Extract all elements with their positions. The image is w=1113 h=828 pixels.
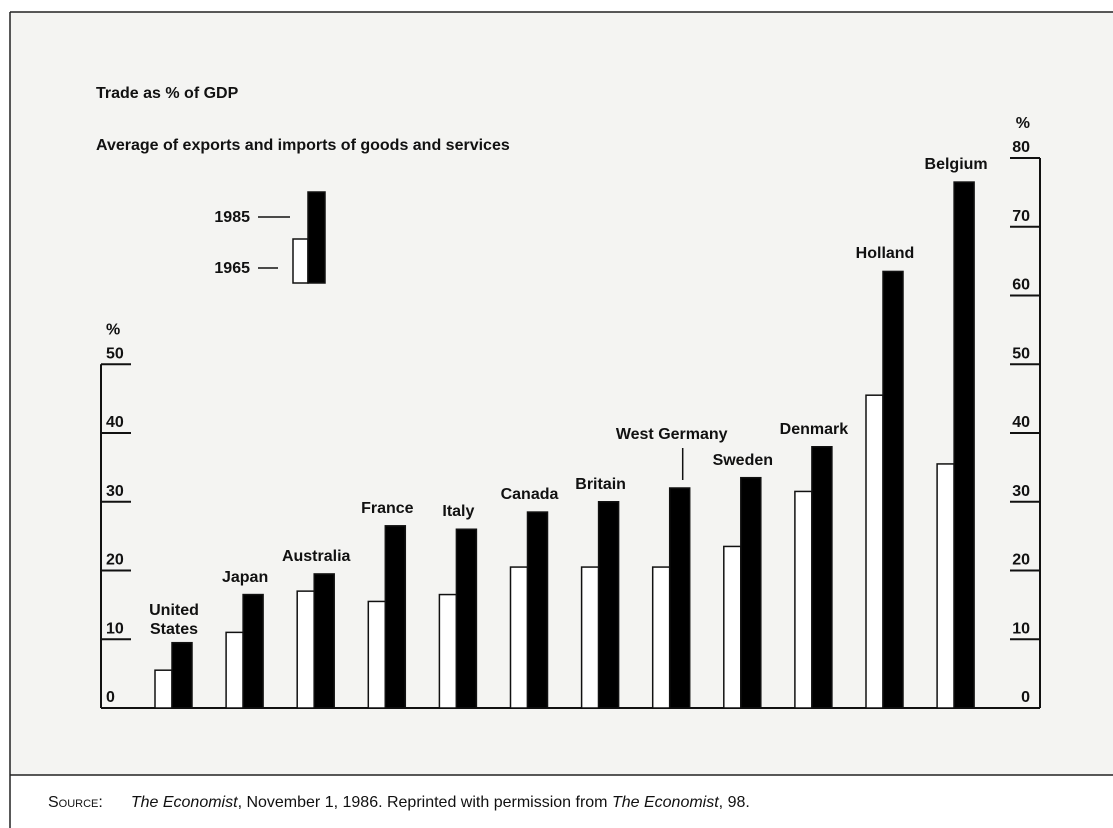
chart-subtitle: Average of exports and imports of goods …: [96, 137, 510, 154]
category-label: Canada: [500, 486, 559, 504]
bar: [668, 487, 691, 709]
category-label: Belgium: [924, 156, 988, 174]
y2-tick-label: 40: [1012, 414, 1030, 431]
legend-label: 1965: [214, 260, 250, 277]
bar: [651, 566, 671, 709]
y2-tick-label: 0: [1021, 689, 1030, 706]
category-label: Japan: [221, 568, 269, 586]
source-text: The Economist: [130, 794, 238, 811]
source-text: , 98.: [718, 794, 750, 811]
y-tick-label: 50: [106, 345, 124, 362]
y2-axis-label: %: [1016, 115, 1030, 132]
bar: [740, 476, 762, 709]
category-label: Denmark: [779, 420, 849, 438]
y-tick-label: 10: [106, 620, 124, 637]
source-text: The Economist: [611, 794, 719, 811]
y2-tick-label: 60: [1012, 277, 1030, 294]
source: Source: The Economist, November 1, 1986. …: [48, 794, 750, 812]
chart-background: [10, 12, 1113, 775]
y2-tick-label: 30: [1012, 483, 1030, 500]
bar: [242, 593, 264, 709]
bar: [794, 490, 813, 709]
y2-tick-label: 50: [1012, 345, 1030, 362]
bar: [225, 631, 244, 709]
source-text: , November 1, 1986. Reprinted with permi…: [237, 794, 612, 811]
y2-tick-label: 10: [1012, 620, 1030, 637]
bar: [580, 566, 600, 709]
source-label: Source:: [48, 794, 103, 811]
bar: [438, 593, 458, 709]
bar: [953, 181, 975, 709]
legend-swatch: [307, 191, 326, 284]
y2-tick-label: 20: [1012, 552, 1030, 569]
bar: [171, 641, 193, 709]
bar: [367, 600, 387, 709]
y2-tick-label: 70: [1012, 208, 1030, 225]
bar: [526, 511, 549, 709]
bar: [296, 590, 315, 709]
category-label: Italy: [442, 503, 475, 521]
legend-label: 1985: [214, 209, 250, 226]
bar: [865, 394, 884, 709]
chart-title: Trade as % of GDP: [96, 85, 239, 102]
y-axis-label: %: [106, 321, 120, 338]
category-label: West Germany: [615, 426, 728, 443]
bar: [597, 501, 620, 709]
category-label: Australia: [281, 547, 351, 565]
y-tick-label: 40: [106, 414, 124, 431]
y-tick-label: 20: [106, 552, 124, 569]
y2-tick-label: 80: [1012, 139, 1030, 156]
y-tick-label: 0: [106, 689, 115, 706]
bar: [882, 270, 904, 709]
bar: [154, 669, 173, 709]
bar: [313, 573, 335, 709]
bar: [509, 566, 529, 709]
category-label: Holland: [855, 245, 915, 263]
category-label: Britain: [575, 475, 626, 493]
bar: [455, 528, 478, 709]
bar: [723, 545, 742, 709]
bar: [936, 463, 955, 709]
category-label: France: [361, 499, 414, 517]
category-label: Sweden: [712, 451, 774, 469]
legend-swatch: [292, 238, 309, 284]
y-tick-label: 30: [106, 483, 124, 500]
bar: [811, 446, 833, 709]
bar: [384, 525, 407, 709]
category-label: United States: [149, 601, 199, 638]
